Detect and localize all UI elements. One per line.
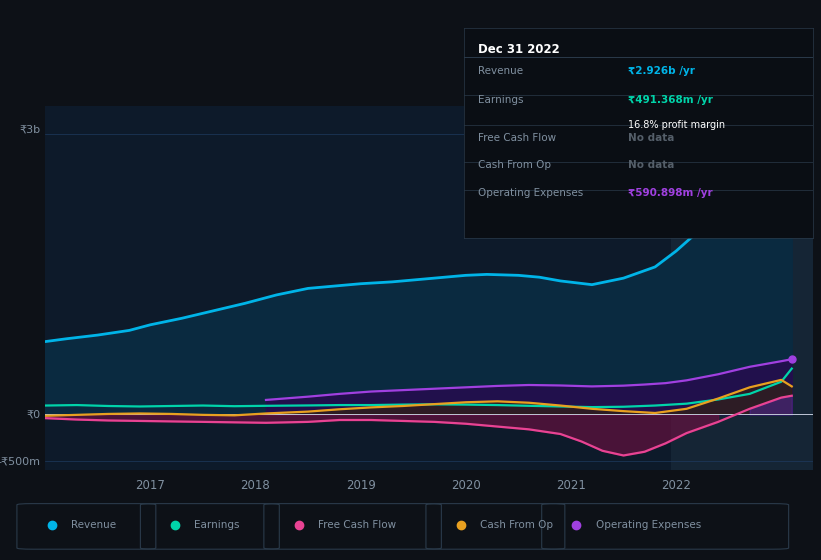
Text: Earnings: Earnings (478, 95, 523, 105)
Text: Operating Expenses: Operating Expenses (478, 188, 583, 198)
Bar (671, 106, 813, 470)
Text: Revenue: Revenue (71, 520, 116, 530)
Text: Cash From Op: Cash From Op (480, 520, 553, 530)
Text: -₹500m: -₹500m (0, 456, 40, 466)
Text: Free Cash Flow: Free Cash Flow (318, 520, 396, 530)
Text: 16.8% profit margin: 16.8% profit margin (628, 120, 725, 130)
Text: Cash From Op: Cash From Op (478, 160, 551, 170)
Text: Earnings: Earnings (195, 520, 240, 530)
Text: Revenue: Revenue (478, 66, 523, 76)
Text: ₹491.368m /yr: ₹491.368m /yr (628, 95, 713, 105)
Text: Dec 31 2022: Dec 31 2022 (478, 43, 560, 55)
Text: ₹590.898m /yr: ₹590.898m /yr (628, 188, 713, 198)
Text: No data: No data (628, 133, 674, 143)
Text: ₹2.926b /yr: ₹2.926b /yr (628, 66, 695, 76)
Text: ₹3b: ₹3b (20, 124, 40, 134)
Text: Free Cash Flow: Free Cash Flow (478, 133, 556, 143)
Text: Operating Expenses: Operating Expenses (596, 520, 701, 530)
Text: ₹0: ₹0 (26, 409, 40, 419)
Text: No data: No data (628, 160, 674, 170)
